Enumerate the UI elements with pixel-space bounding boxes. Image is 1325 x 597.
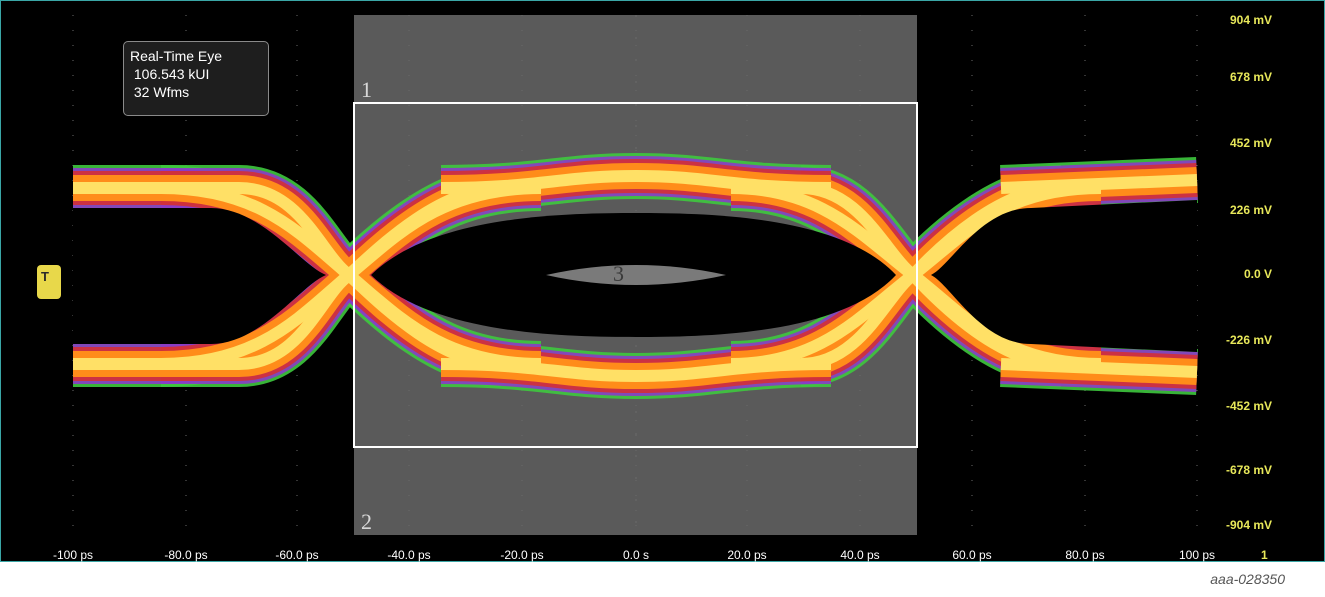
- eye-trace: [1000, 174, 1198, 194]
- x-tick-label: -60.0 ps: [275, 548, 319, 562]
- x-tick-label: -20.0 ps: [500, 548, 544, 562]
- trace-layer: [73, 169, 1198, 383]
- y-tick-label: -452 mV: [1225, 399, 1272, 413]
- info-ui-value: 106.543 kUI: [133, 66, 210, 82]
- x-tick-label: -100 ps: [52, 548, 94, 562]
- trigger-icon: T: [41, 269, 49, 284]
- x-tick-label: 40.0 ps: [840, 548, 880, 562]
- center-mask: [546, 265, 726, 285]
- y-tick-label: 678 mV: [1229, 70, 1272, 84]
- y-tick-label: 904 mV: [1229, 13, 1272, 27]
- cursor-label-3: 3: [613, 261, 624, 286]
- x-tick-label: 80.0 ps: [1065, 548, 1105, 562]
- eye-trace: [800, 182, 1062, 370]
- info-title: Real-Time Eye: [130, 48, 223, 64]
- figure-id: aaa-028350: [1210, 571, 1285, 587]
- info-wfm-value: 32 Wfms: [133, 84, 190, 100]
- x-tick-label: 60.0 ps: [952, 548, 992, 562]
- x-tick-label: -80.0 ps: [164, 548, 208, 562]
- eye-opening: [73, 208, 326, 344]
- channel-marker: 1: [1261, 548, 1268, 562]
- x-tick-label: 0.0 s: [622, 548, 650, 562]
- eye-trace: [1000, 358, 1198, 378]
- cursor-label-1: 1: [361, 77, 372, 102]
- x-tick-label: 100 ps: [1178, 548, 1216, 562]
- trigger-marker[interactable]: [37, 265, 61, 299]
- x-tick-label: -40.0 ps: [387, 548, 431, 562]
- eye-trace: [238, 182, 502, 370]
- info-box: Real-Time Eye 106.543 kUI 32 Wfms: [123, 41, 269, 116]
- y-tick-label: 452 mV: [1229, 136, 1272, 150]
- y-tick-label: -678 mV: [1225, 463, 1272, 477]
- y-tick-label: 0.0 V: [1243, 267, 1272, 281]
- y-tick-label: 226 mV: [1229, 203, 1272, 217]
- info-wfm-count: 32 Wfms: [130, 83, 268, 101]
- x-tick-label: 20.0 ps: [727, 548, 767, 562]
- cursor-label-2: 2: [361, 509, 372, 534]
- eye-plot: [72, 15, 1198, 535]
- eye-traces: [73, 152, 1198, 400]
- scope-display: Real-Time Eye 106.543 kUI 32 Wfms 1 2 3 …: [0, 0, 1325, 562]
- eye-opening: [931, 200, 1197, 352]
- y-tick-label: -904 mV: [1225, 518, 1272, 532]
- info-ui-count: 106.543 kUI: [130, 65, 268, 83]
- y-tick-label: -226 mV: [1225, 333, 1272, 347]
- measurement-box: [353, 102, 918, 448]
